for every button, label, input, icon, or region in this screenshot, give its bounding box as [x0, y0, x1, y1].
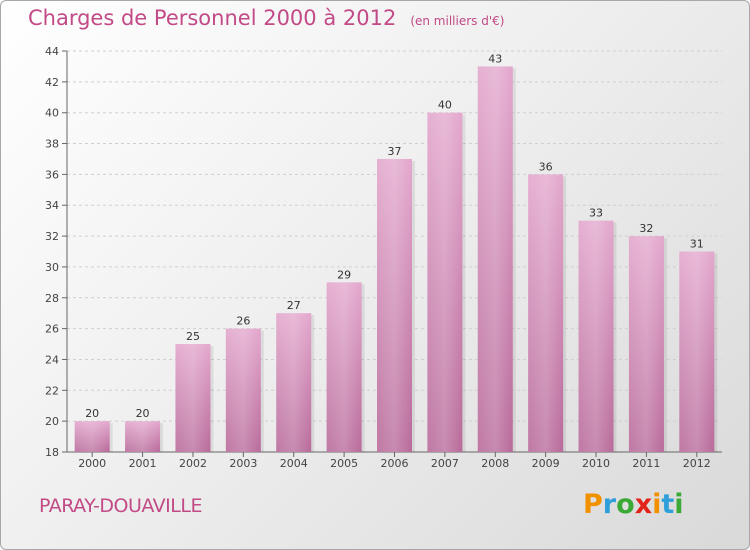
- bar-highlight: [377, 158, 412, 452]
- x-tick-label: 2012: [683, 457, 711, 470]
- bar-highlight: [628, 236, 664, 452]
- bars: [74, 66, 718, 452]
- data-label: 25: [186, 330, 200, 343]
- bar-highlight: [225, 328, 261, 452]
- y-tick-label: 18: [45, 446, 59, 459]
- x-tick-label: 2008: [481, 457, 509, 470]
- y-tick-label: 20: [45, 415, 59, 428]
- x-tick-label: 2003: [229, 457, 257, 470]
- bar-highlight: [427, 112, 463, 452]
- x-tick-label: 2002: [179, 457, 207, 470]
- y-tick-label: 40: [45, 107, 59, 120]
- x-tick-label: 2005: [330, 457, 358, 470]
- data-label: 27: [287, 299, 301, 312]
- y-tick-label: 42: [45, 76, 59, 89]
- logo-letter: o: [616, 489, 635, 520]
- y-tick-label: 26: [45, 323, 59, 336]
- chart-title-text: Charges de Personnel 2000 à 2012: [28, 6, 397, 30]
- x-tick-label: 2001: [129, 457, 157, 470]
- bar-highlight: [276, 313, 312, 452]
- x-tick-label: 2011: [632, 457, 660, 470]
- bar-highlight: [326, 282, 362, 452]
- x-tick-label: 2006: [381, 457, 409, 470]
- y-tick-label: 22: [45, 384, 59, 397]
- y-tick-label: 24: [45, 353, 59, 366]
- x-tick-label: 2007: [431, 457, 459, 470]
- bar-highlight: [679, 251, 715, 452]
- logo-letter: t: [661, 489, 675, 520]
- data-label: 32: [639, 222, 653, 235]
- chart-subtitle: (en milliers d'€): [410, 14, 505, 28]
- logo-letter: x: [634, 489, 653, 520]
- town-name: PARAY-DOUAVILLE: [39, 495, 202, 517]
- data-label: 31: [690, 238, 704, 251]
- x-tick-label: 2009: [532, 457, 560, 470]
- y-tick-label: 38: [45, 138, 59, 151]
- bar-highlight: [125, 421, 161, 452]
- data-label: 37: [388, 145, 402, 158]
- data-label: 33: [589, 207, 603, 220]
- bar-highlight: [578, 220, 614, 452]
- logo-letter: r: [602, 489, 617, 520]
- logo-letter: P: [583, 489, 603, 520]
- proxiti-logo: Proxiti: [583, 489, 684, 520]
- y-tick-label: 44: [45, 45, 59, 58]
- data-label: 26: [236, 315, 250, 328]
- data-label: 36: [539, 160, 553, 173]
- data-label: 40: [438, 99, 452, 112]
- y-tick-label: 36: [45, 168, 59, 181]
- x-tick-label: 2004: [280, 457, 308, 470]
- data-label: 29: [337, 268, 351, 281]
- bar-highlight: [477, 66, 513, 452]
- data-label: 20: [85, 407, 99, 420]
- bar-highlight: [528, 174, 564, 452]
- data-label: 43: [488, 52, 502, 65]
- data-label: 20: [136, 407, 150, 420]
- bar-highlight: [175, 344, 211, 452]
- y-tick-label: 28: [45, 292, 59, 305]
- bar-highlight: [74, 421, 110, 452]
- y-tick-label: 34: [45, 199, 59, 212]
- labels: 18 20 22 24 26 28 30 32 34 36 38 40 42 44 20 2000 20 2001…: [45, 45, 711, 470]
- y-tick-label: 30: [45, 261, 59, 274]
- y-tick-label: 32: [45, 230, 59, 243]
- logo-letter: i: [652, 489, 662, 520]
- logo-letter: i: [674, 489, 684, 520]
- x-tick-label: 2000: [78, 457, 106, 470]
- chart-title: Charges de Personnel 2000 à 2012 (en mill…: [28, 6, 504, 30]
- x-tick-label: 2010: [582, 457, 610, 470]
